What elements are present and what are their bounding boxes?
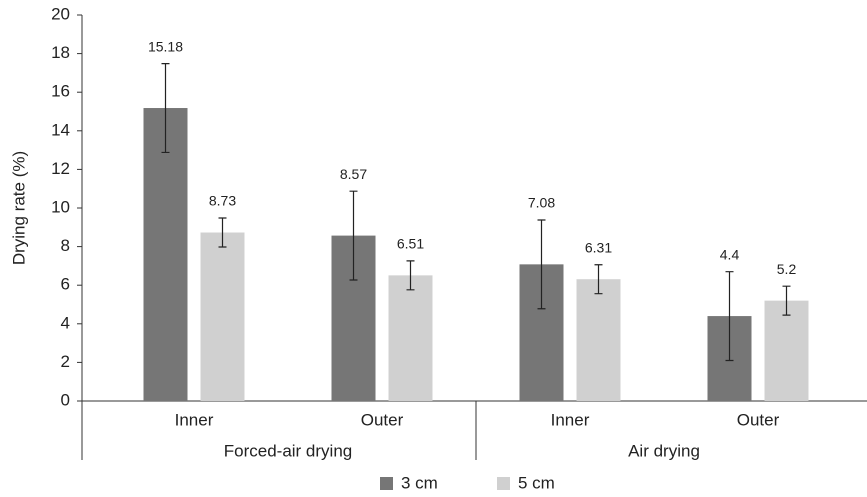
error-bar <box>782 285 791 316</box>
y-tick-label: 4 <box>61 313 70 332</box>
x-tick-label: Outer <box>361 410 404 429</box>
value-label: 8.57 <box>340 166 367 182</box>
error-bar <box>594 264 603 295</box>
value-label: 8.73 <box>209 193 236 209</box>
bar <box>576 279 621 401</box>
x-tick-label: Inner <box>551 410 590 429</box>
legend-swatch <box>380 477 393 490</box>
y-tick-label: 18 <box>51 43 70 62</box>
bar <box>764 300 809 401</box>
bar <box>143 108 188 401</box>
y-tick-label: 6 <box>61 275 70 294</box>
value-label: 6.31 <box>585 239 612 255</box>
y-tick-label: 12 <box>51 159 70 178</box>
x-tick-label: Outer <box>737 410 780 429</box>
legend-label: 5 cm <box>518 473 555 492</box>
group-label: Forced-air drying <box>224 441 353 460</box>
group-label: Air drying <box>628 441 700 460</box>
value-label: 4.4 <box>720 246 740 262</box>
bar <box>200 232 245 401</box>
bar <box>388 275 433 401</box>
error-bar <box>161 63 170 154</box>
value-label: 5.2 <box>777 261 797 277</box>
y-axis-label: Drying rate (%) <box>9 151 28 265</box>
y-tick-label: 2 <box>61 352 70 371</box>
error-bar <box>218 217 227 248</box>
value-label: 15.18 <box>148 38 183 54</box>
legend-label: 3 cm <box>401 473 438 492</box>
legend-swatch <box>497 477 510 490</box>
value-label: 7.08 <box>528 195 555 211</box>
y-tick-label: 10 <box>51 197 70 216</box>
error-bar <box>406 260 415 291</box>
y-tick-label: 14 <box>51 120 70 139</box>
error-bar <box>725 271 734 362</box>
error-bar <box>349 190 358 281</box>
value-label: 6.51 <box>397 236 424 252</box>
x-tick-label: Inner <box>175 410 214 429</box>
y-tick-label: 8 <box>61 236 70 255</box>
y-tick-label: 0 <box>61 390 70 409</box>
y-tick-label: 20 <box>51 4 70 23</box>
y-tick-label: 16 <box>51 82 70 101</box>
error-bar <box>537 219 546 310</box>
